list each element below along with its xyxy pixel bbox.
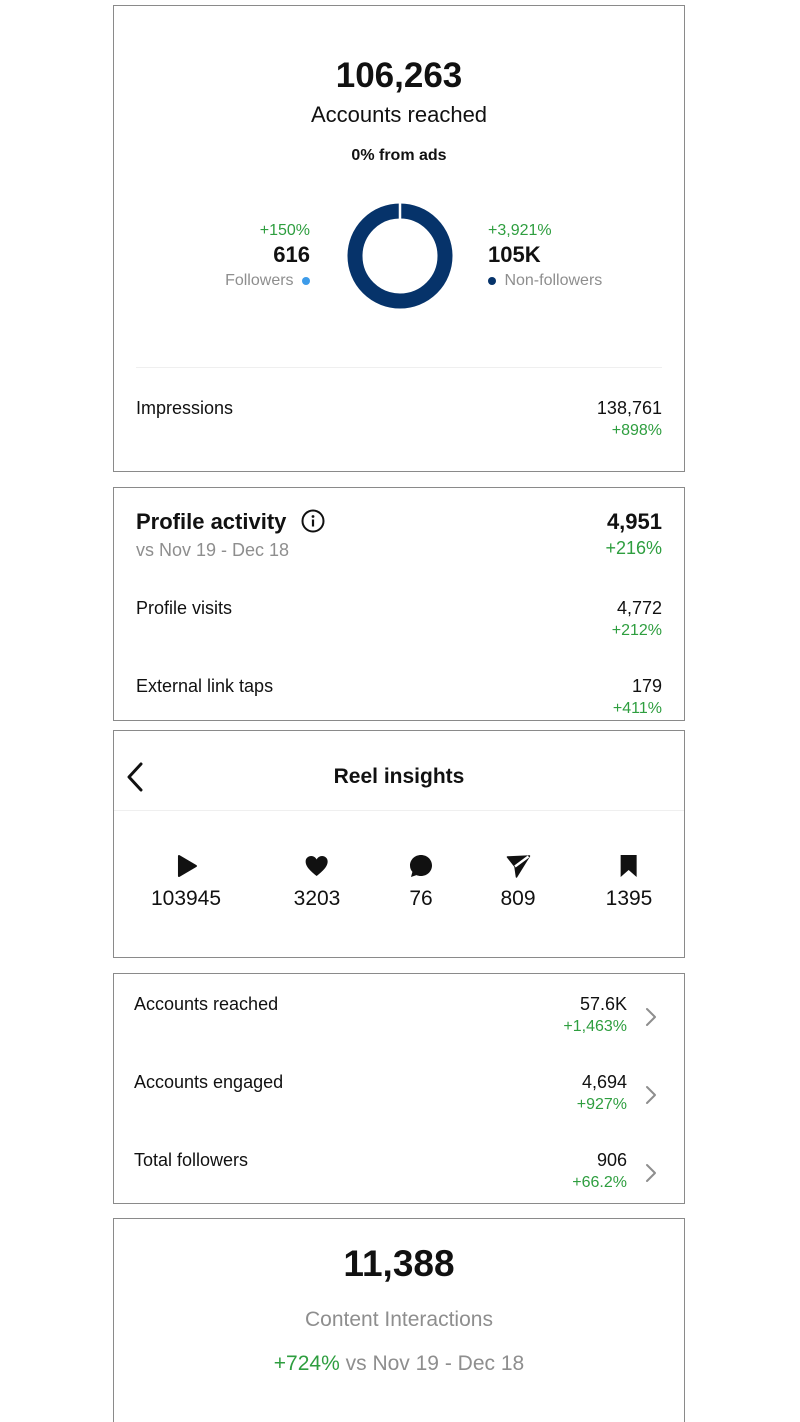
total-followers-stat: 906 +66.2% <box>572 1150 627 1192</box>
total-followers-pct: +66.2% <box>572 1174 627 1191</box>
reel-insights-title: Reel insights <box>333 765 465 788</box>
plays-stat: 103945 <box>151 853 221 911</box>
nonfollowers-value: 105K <box>488 242 541 267</box>
profile-activity-title: Profile activity <box>136 509 287 534</box>
accounts-reached-pct: +1,463% <box>563 1018 627 1035</box>
impressions-value: 138,761 <box>596 398 662 418</box>
comments-value: 76 <box>409 887 433 910</box>
followers-dot <box>302 276 310 285</box>
share-icon <box>506 855 530 878</box>
external-link-taps-pct: +411% <box>612 700 662 717</box>
reach-label: Accounts reached <box>310 102 488 127</box>
play-icon <box>177 855 197 877</box>
accounts-engaged-stat: 4,694 +927% <box>577 1072 627 1114</box>
shares-value: 809 <box>500 887 536 910</box>
accounts-engaged-label: Accounts engaged <box>134 1072 284 1092</box>
impressions-stat: 138,761 +898% <box>597 398 662 440</box>
bookmark-icon <box>621 855 637 877</box>
impressions-label: Impressions <box>136 398 234 418</box>
reel-metrics-card: Accounts reached 57.6K +1,463% Accounts … <box>113 973 685 1204</box>
followers-value: 616 <box>273 242 310 267</box>
reel-insights-card: Reel insights 103945 3203 76 809 1395 <box>113 730 685 958</box>
accounts-reached-value: 57.6K <box>579 994 627 1014</box>
likes-value: 3203 <box>293 887 341 910</box>
profile-activity-total: 4,951 +216% <box>605 509 662 559</box>
nonfollowers-stat: +3,921% 105K Non-followers <box>488 222 668 290</box>
followers-stat: +150% 616 Followers <box>160 222 310 290</box>
interactions-value: 11,388 <box>343 1243 455 1284</box>
profile-activity-range: vs Nov 19 - Dec 18 <box>136 540 290 560</box>
nonfollowers-pct: +3,921% <box>488 222 552 239</box>
back-chevron-icon[interactable] <box>124 761 146 793</box>
nonfollowers-legend: Non-followers <box>488 272 668 290</box>
profile-visits-label: Profile visits <box>136 598 233 618</box>
chevron-right-icon[interactable] <box>644 1006 658 1028</box>
chevron-right-icon[interactable] <box>644 1084 658 1106</box>
accounts-reached-label: Accounts reached <box>134 994 279 1014</box>
total-followers-label: Total followers <box>134 1150 249 1170</box>
interactions-label: Content Interactions <box>305 1308 493 1331</box>
nonfollowers-ring <box>347 203 453 309</box>
accounts-reached-row[interactable]: Accounts reached 57.6K +1,463% <box>114 992 684 1058</box>
content-interactions-card: 11,388 Content Interactions +724% vs Nov… <box>113 1218 685 1422</box>
shares-stat: 809 <box>500 853 536 911</box>
reach-value: 106,263 <box>335 56 463 95</box>
reach-donut-chart <box>347 203 453 309</box>
nonfollowers-dot <box>488 276 496 285</box>
chevron-right-icon[interactable] <box>644 1162 658 1184</box>
profile-total-pct: +216% <box>605 538 662 558</box>
interactions-pct: +724% <box>273 1352 340 1375</box>
saves-stat: 1395 <box>605 853 653 911</box>
profile-visits-value: 4,772 <box>616 598 662 618</box>
impressions-pct: +898% <box>611 422 662 439</box>
accounts-engaged-pct: +927% <box>576 1096 627 1113</box>
nonfollowers-label: Non-followers <box>504 272 603 289</box>
external-link-taps-stat: 179 +411% <box>613 676 662 718</box>
profile-visits-pct: +212% <box>611 622 662 639</box>
interactions-range: vs Nov 19 - Dec 18 <box>339 1352 525 1375</box>
profile-activity-card: Profile activity vs Nov 19 - Dec 18 4,95… <box>113 487 685 721</box>
accounts-engaged-value: 4,694 <box>581 1072 627 1092</box>
reel-header-divider <box>114 810 684 811</box>
info-icon[interactable] <box>301 509 325 533</box>
heart-icon <box>306 856 328 876</box>
external-link-taps-value: 179 <box>631 676 662 696</box>
total-followers-value: 906 <box>596 1150 627 1170</box>
total-followers-row[interactable]: Total followers 906 +66.2% <box>114 1148 684 1204</box>
reach-card: 106,263 Accounts reached 0% from ads +15… <box>113 5 685 472</box>
saves-value: 1395 <box>605 887 653 910</box>
external-link-taps-label: External link taps <box>136 676 274 696</box>
interactions-change: +724% vs Nov 19 - Dec 18 <box>114 1352 684 1376</box>
comment-icon <box>410 855 432 877</box>
accounts-engaged-row[interactable]: Accounts engaged 4,694 +927% <box>114 1070 684 1136</box>
accounts-reached-stat: 57.6K +1,463% <box>563 994 627 1036</box>
likes-stat: 3203 <box>293 853 341 911</box>
followers-pct: +150% <box>259 222 310 239</box>
comments-stat: 76 <box>408 853 434 911</box>
profile-visits-stat: 4,772 +212% <box>612 598 662 640</box>
followers-legend: Followers <box>160 272 310 290</box>
plays-value: 103945 <box>150 887 222 910</box>
ads-percentage: 0% from ads <box>351 147 447 164</box>
profile-total-value: 4,951 <box>606 509 662 534</box>
divider <box>136 367 662 368</box>
followers-label: Followers <box>225 272 294 289</box>
profile-activity-header: Profile activity <box>136 509 325 535</box>
